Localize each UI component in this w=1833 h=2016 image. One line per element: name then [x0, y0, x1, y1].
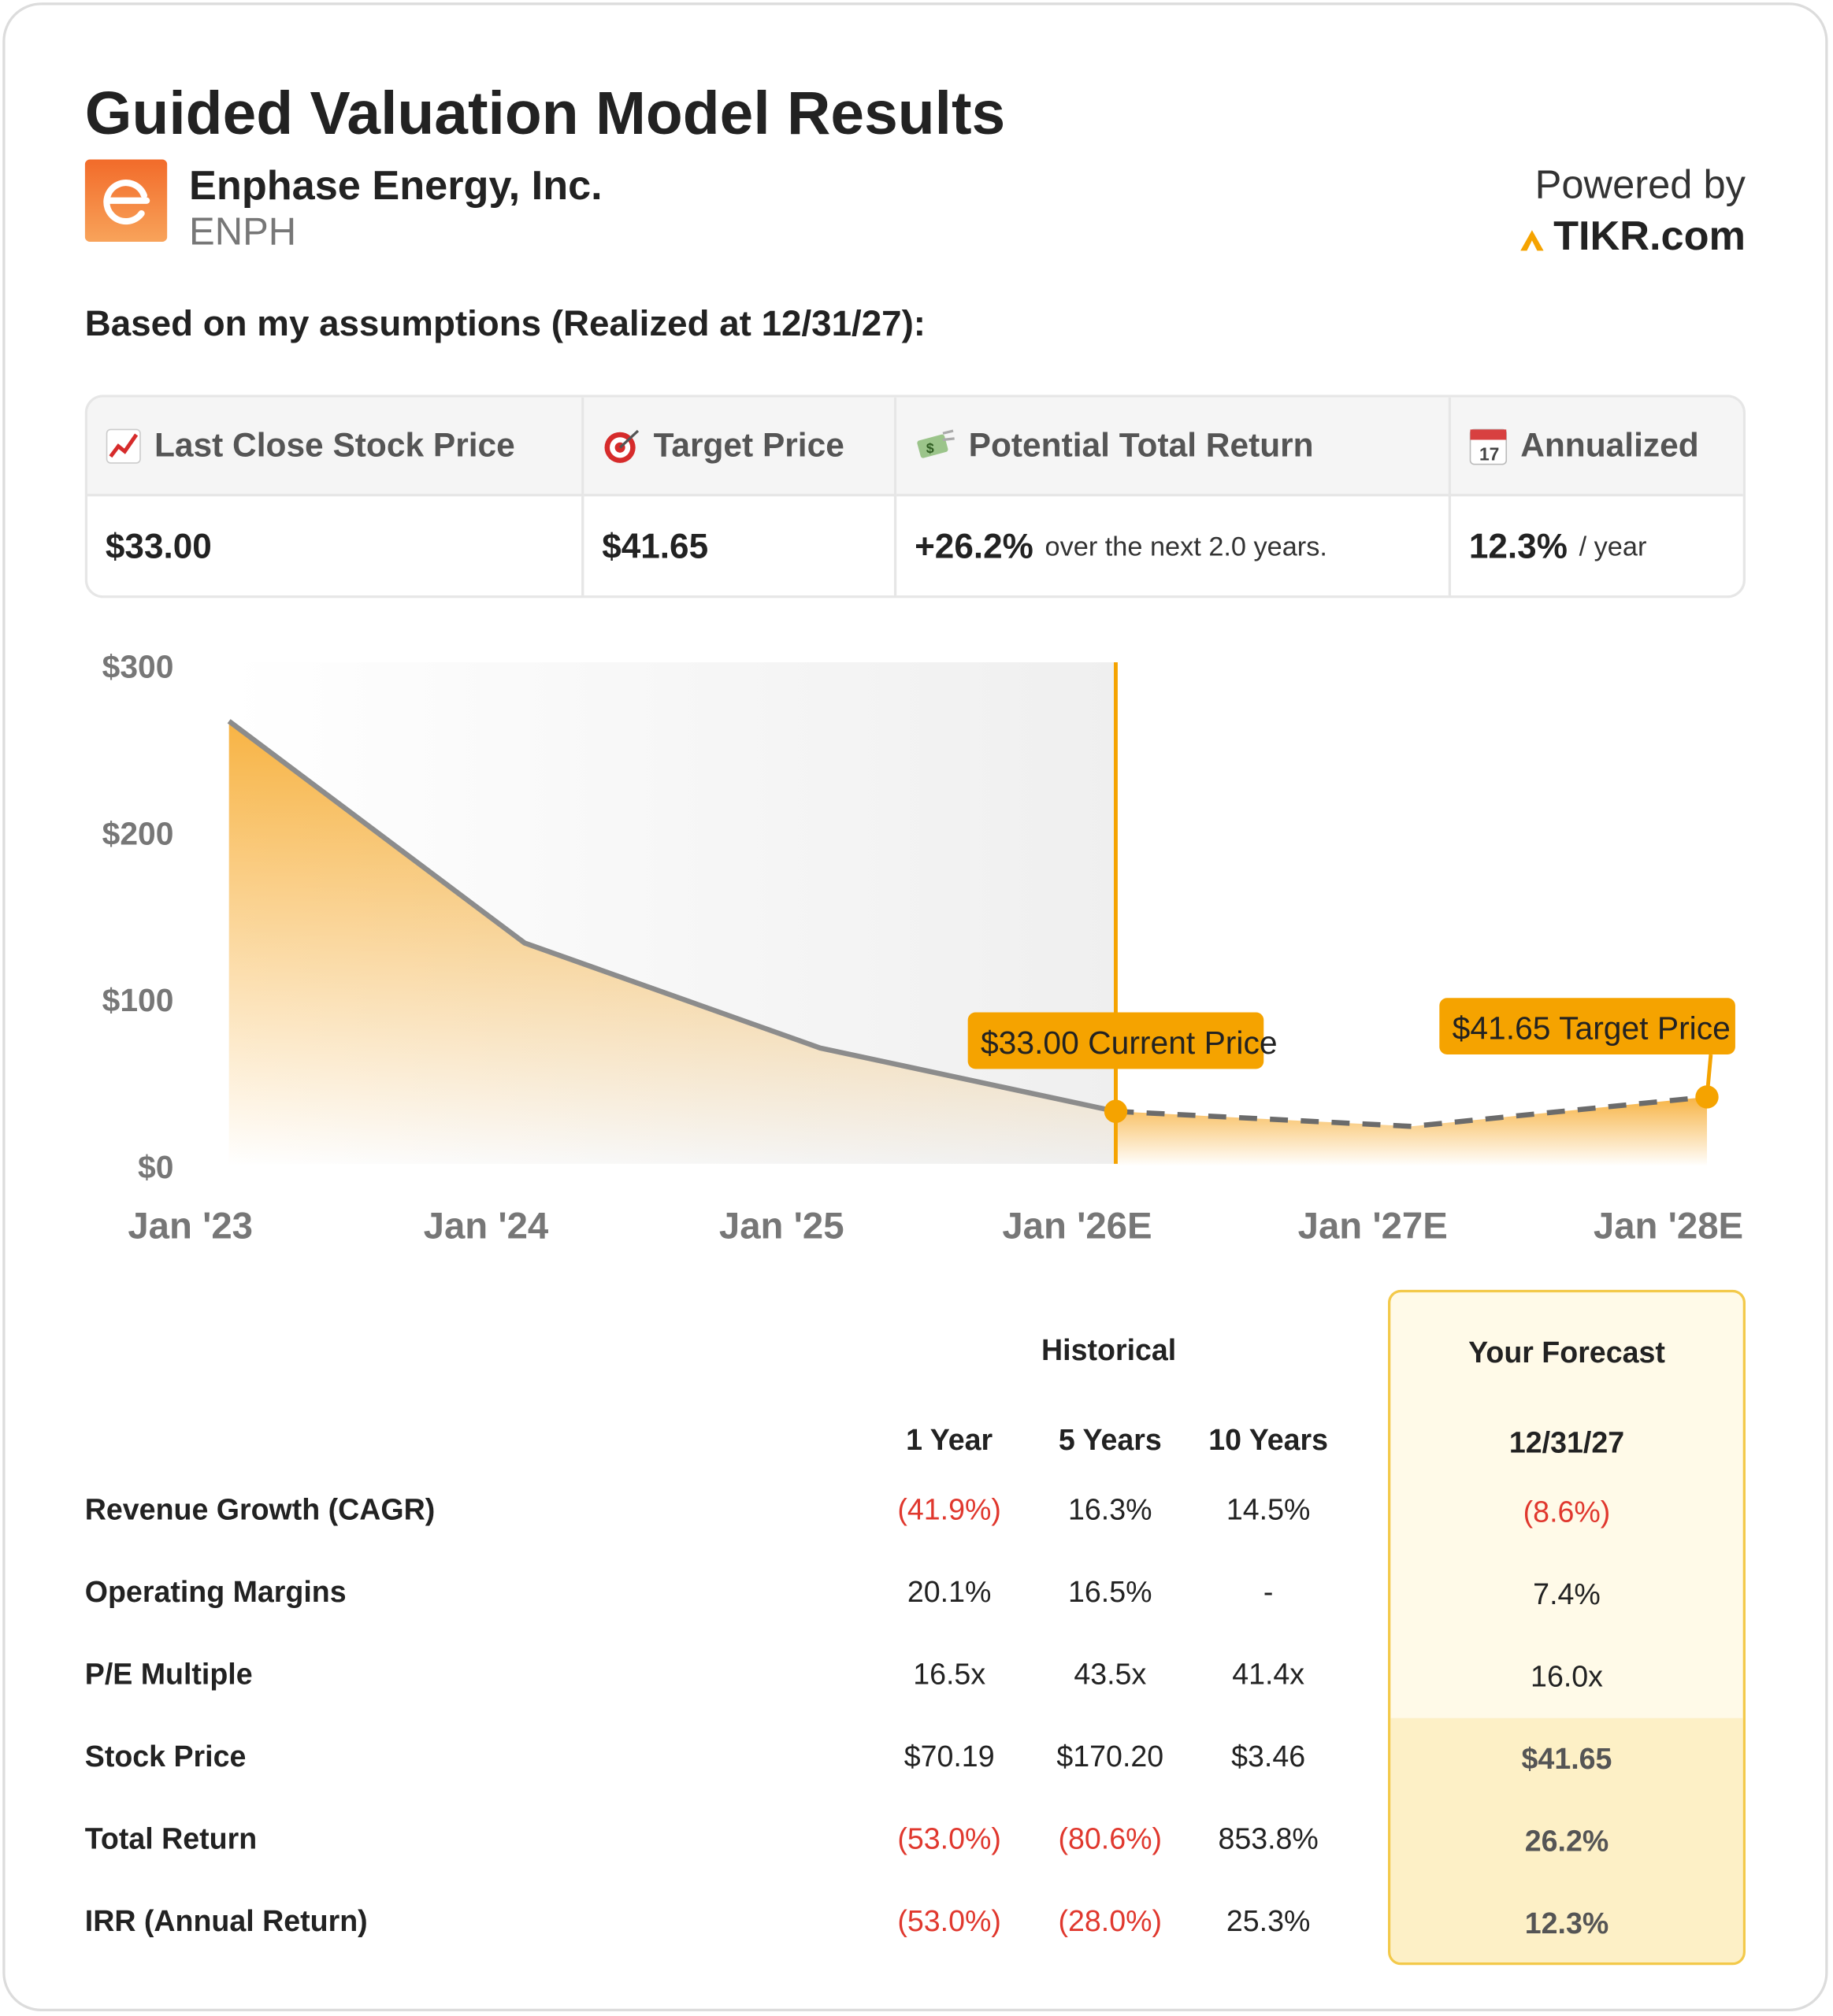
header-text: Last Close Stock Price — [154, 425, 515, 465]
y-tick-label: $300 — [102, 649, 174, 685]
assumptions: Based on my assumptions (Realized at 12/… — [84, 303, 926, 344]
series-line — [227, 719, 1117, 1114]
x-tick-label: Jan '26E — [1002, 1206, 1152, 1247]
x-tick-label: Jan '25 — [719, 1206, 844, 1247]
group-header: Historical — [1041, 1332, 1177, 1367]
annotation: $41.65 Target Price — [1439, 998, 1735, 1109]
value-text: $41.65 — [602, 527, 709, 566]
table-cell: (28.0%) — [1058, 1903, 1163, 1938]
company-logo — [84, 159, 168, 243]
x-tick-label: Jan '28E — [1594, 1206, 1743, 1247]
summary-value: $41.65 — [584, 496, 897, 596]
table-cell: 16.3% — [1068, 1492, 1152, 1526]
summary-table: Last Close Stock Price Target Price $ Pot… — [84, 395, 1746, 598]
table-cell: $3.46 — [1231, 1739, 1306, 1773]
row-label: P/E Multiple — [84, 1657, 253, 1691]
header-text: Annualized — [1520, 425, 1699, 465]
column-header: 12/31/27 — [1508, 1425, 1625, 1459]
header-text: Target Price — [653, 425, 844, 465]
table-cell: 853.8% — [1218, 1821, 1319, 1855]
summary-header: Target Price — [584, 397, 897, 497]
annotation-marker — [1104, 1099, 1128, 1123]
summary-value: $33.00 — [87, 496, 584, 596]
table-cell: 14.5% — [1226, 1492, 1311, 1526]
title: Guided Valuation Model Results — [84, 78, 1006, 147]
x-tick-label: Jan '27E — [1298, 1206, 1448, 1247]
icon — [604, 429, 640, 463]
annotation-box — [1439, 998, 1735, 1055]
row-label: Operating Margins — [84, 1574, 347, 1609]
y-tick-label: $100 — [102, 982, 174, 1018]
annotation-marker — [1695, 1085, 1719, 1109]
ticker: ENPH — [189, 210, 297, 254]
table-cell: 7.4% — [1533, 1577, 1601, 1611]
table-cell: (80.6%) — [1058, 1821, 1163, 1855]
value-text: +26.2% — [915, 527, 1033, 566]
table-cell: 25.3% — [1226, 1903, 1311, 1938]
table-cell: (41.9%) — [897, 1492, 1001, 1526]
forecast-column — [1388, 1289, 1746, 1966]
table-cell: (53.0%) — [897, 1903, 1001, 1938]
table-cell: 41.4x — [1232, 1657, 1305, 1691]
svg-text:$: $ — [926, 439, 934, 455]
value-text: $33.00 — [105, 527, 212, 566]
table-cell: 16.5% — [1068, 1574, 1152, 1609]
table-cell: (8.6%) — [1523, 1495, 1611, 1529]
annotation-text: $33.00 Current Price — [981, 1025, 1278, 1061]
company-name: Enphase Energy, Inc. — [189, 161, 603, 209]
icon — [106, 428, 141, 463]
powered-by: Powered by — [1534, 161, 1746, 207]
column-header: 1 Year — [906, 1422, 993, 1457]
summary-header: $ Potential Total Return — [896, 397, 1452, 497]
summary-header: 17 Annualized — [1451, 397, 1743, 497]
column-header: 10 Years — [1208, 1422, 1329, 1457]
series-line — [1115, 1094, 1708, 1129]
summary-value: 12.3% / year — [1451, 496, 1743, 595]
row-label: Stock Price — [84, 1739, 247, 1773]
row-label: IRR (Annual Return) — [84, 1903, 368, 1938]
annotation: $33.00 Current Price — [967, 1012, 1278, 1123]
table-cell: 26.2% — [1524, 1824, 1609, 1858]
area — [228, 721, 1116, 1167]
forecast-highlight — [1390, 1718, 1743, 1962]
y-tick-label: $200 — [102, 815, 174, 851]
icon: 17 — [1469, 428, 1508, 465]
column-header: 5 Years — [1058, 1422, 1162, 1457]
area — [1115, 1096, 1707, 1167]
x-tick-label: Jan '23 — [128, 1206, 253, 1247]
table-cell: $170.20 — [1056, 1739, 1164, 1773]
table-cell: 20.1% — [907, 1574, 992, 1609]
table-cell: $70.19 — [904, 1739, 995, 1773]
summary-header: Last Close Stock Price — [87, 397, 584, 497]
y-tick-label: $0 — [138, 1149, 173, 1185]
brand: TIKR.com — [1553, 212, 1746, 259]
value-text: 12.3% — [1468, 527, 1568, 566]
table-cell: 16.0x — [1531, 1659, 1603, 1693]
row-label: Total Return — [84, 1821, 258, 1855]
header-text: Potential Total Return — [968, 425, 1314, 465]
table-cell: 43.5x — [1074, 1657, 1147, 1691]
annotation-text: $41.65 Target Price — [1453, 1010, 1731, 1046]
table-cell: $41.65 — [1521, 1741, 1612, 1776]
brand-logo — [1520, 230, 1544, 251]
annotation-box — [967, 1012, 1264, 1069]
value-note: over the next 2.0 years. — [1045, 532, 1327, 561]
group-header: Your Forecast — [1468, 1335, 1665, 1369]
icon: $ — [917, 428, 955, 458]
summary-value: +26.2% over the next 2.0 years. — [896, 496, 1452, 596]
table-cell: 12.3% — [1524, 1906, 1609, 1940]
row-label: Revenue Growth (CAGR) — [84, 1492, 436, 1526]
table-cell: (53.0%) — [897, 1821, 1001, 1855]
table-cell: 16.5x — [913, 1657, 986, 1691]
table-cell: - — [1263, 1574, 1274, 1609]
value-note: / year — [1579, 532, 1647, 561]
svg-text:17: 17 — [1479, 443, 1499, 464]
x-tick-label: Jan '24 — [424, 1206, 549, 1247]
